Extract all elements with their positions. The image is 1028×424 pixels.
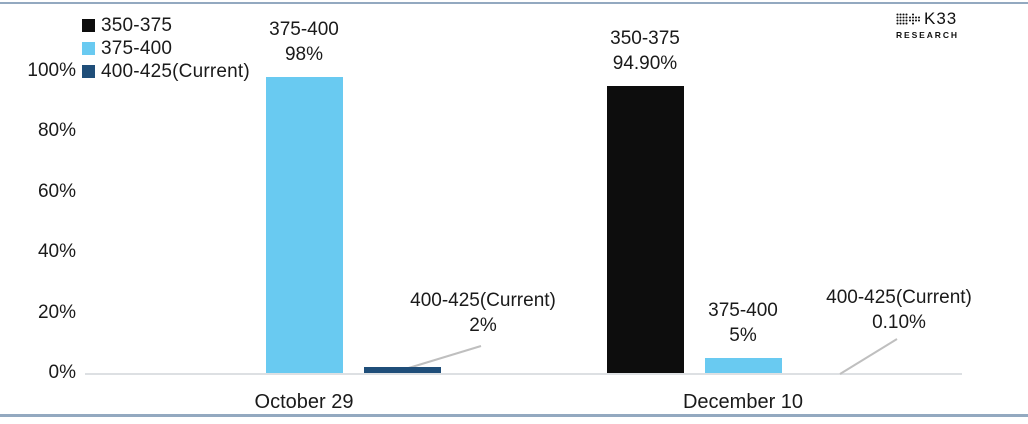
legend: 350-375 375-400 400-425(Current): [82, 14, 250, 83]
x-axis-category-label: October 29: [254, 391, 354, 413]
legend-label: 400-425(Current): [101, 60, 250, 82]
data-label-value: 94.90%: [612, 53, 678, 75]
data-label-value: 98%: [284, 44, 324, 66]
bar-350-375-december-10: [606, 86, 684, 373]
data-label-value: 2%: [469, 315, 497, 336]
data-label-375-400-december-10: 375-400 5%: [613, 298, 873, 348]
bar-400-425(Current)-october-29: [363, 366, 441, 373]
data-label-375-400-october-29: 375-400 98%: [174, 17, 434, 67]
data-label-value: 5%: [729, 324, 757, 346]
y-axis-tick-label: 80%: [37, 120, 76, 142]
logo-research-text: RESEARCH: [896, 30, 959, 40]
data-label-400-425(Current)-october-29: 400-425(Current) 2%: [353, 288, 613, 338]
y-axis-tick-label: 60%: [37, 180, 76, 202]
bar-375-400-october-29: [265, 77, 343, 373]
data-label-350-375-december-10: 350-375 94.90%: [515, 26, 775, 76]
legend-item-400-425-current: 400-425(Current): [82, 60, 250, 83]
x-axis-baseline: [85, 373, 962, 375]
data-label-series: 375-400: [269, 19, 339, 41]
data-label-series: 400-425(Current): [826, 287, 972, 308]
y-axis-tick-label: 20%: [37, 301, 76, 323]
legend-item-375-400: 375-400: [82, 37, 250, 60]
legend-item-350-375: 350-375: [82, 14, 250, 37]
y-axis-tick-label: 40%: [37, 241, 76, 263]
top-divider: [0, 2, 1028, 4]
legend-label: 350-375: [101, 14, 173, 36]
logo-k33-text: K33: [924, 9, 958, 28]
data-label-series: 375-400: [708, 299, 778, 321]
legend-swatch-350-375: [82, 19, 95, 32]
bar-375-400-december-10: [704, 357, 782, 373]
y-axis-tick-label: 100%: [27, 60, 76, 81]
data-label-value: 0.10%: [872, 312, 926, 333]
legend-swatch-375-400: [82, 42, 95, 55]
y-axis-tick-label: 0%: [48, 362, 76, 383]
data-label-series: 400-425(Current): [410, 290, 556, 311]
k33-dot-matrix-icon: [896, 12, 921, 25]
x-axis-category-label: December 10: [682, 391, 804, 413]
legend-swatch-400-425-current: [82, 65, 95, 78]
data-label-series: 350-375: [610, 28, 680, 50]
legend-label: 375-400: [101, 37, 173, 59]
bottom-divider: [0, 414, 1028, 417]
k33-research-logo: K33 RESEARCH: [896, 9, 959, 40]
data-label-400-425(Current)-december-10: 400-425(Current) 0.10%: [769, 285, 1028, 335]
